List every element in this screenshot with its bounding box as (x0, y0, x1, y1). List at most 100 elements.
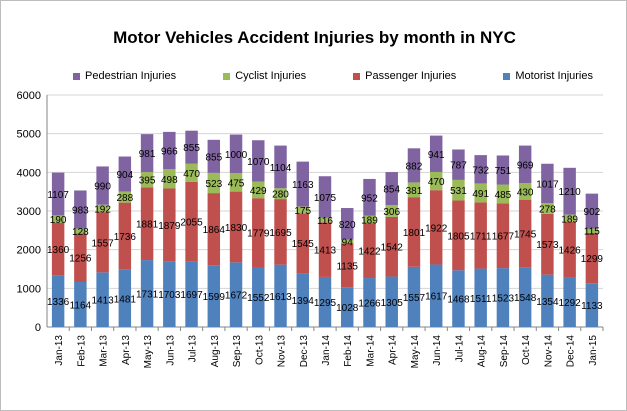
x-tick-label: Jul-14 (454, 335, 465, 363)
data-label: 1599 (203, 292, 226, 303)
data-label: 1697 (180, 290, 203, 301)
data-label: 820 (339, 220, 356, 231)
bar-segment (385, 276, 398, 327)
bar-segment (229, 191, 243, 263)
bar-segment (585, 283, 599, 327)
data-label: 1354 (536, 297, 559, 308)
bar-segment (474, 155, 487, 184)
bar-segment (385, 216, 398, 277)
data-label: 1617 (425, 292, 448, 303)
bar-segment (318, 222, 332, 277)
data-label: 1879 (158, 221, 181, 232)
data-label: 1523 (492, 294, 515, 305)
bar-segment (585, 228, 599, 233)
data-label: 2055 (180, 218, 203, 229)
data-label: 787 (450, 161, 467, 172)
bar-segment (318, 276, 332, 327)
data-label: 280 (272, 190, 289, 201)
bar-segment (407, 197, 421, 267)
bar-segment (452, 200, 465, 271)
bar-segment (274, 145, 287, 189)
bar-segment (341, 208, 354, 240)
data-label: 855 (183, 143, 200, 154)
x-tick-label: Oct-13 (254, 335, 265, 365)
legend-swatch (73, 72, 80, 80)
data-label: 523 (205, 179, 222, 190)
bar-segment (474, 183, 487, 203)
x-tick-label: Nov-14 (543, 335, 554, 368)
data-label: 941 (428, 150, 445, 161)
data-label: 1511 (470, 294, 492, 305)
bar-segment (496, 155, 510, 185)
bar-segment (429, 135, 443, 172)
data-label: 952 (361, 193, 378, 204)
bar-segment (163, 188, 176, 262)
bar-segment (118, 202, 132, 270)
data-label: 1000 (225, 150, 248, 161)
data-label: 498 (161, 175, 178, 186)
data-label: 1422 (358, 247, 381, 258)
data-label: 882 (406, 161, 423, 172)
data-label: 1548 (514, 293, 537, 304)
x-tick-label: Dec-13 (299, 335, 310, 368)
bar-segment (252, 266, 265, 327)
bar-segment (385, 205, 398, 217)
bar-segment (496, 268, 510, 327)
data-label: 1573 (536, 240, 559, 251)
data-label: 1545 (292, 239, 315, 250)
data-label: 904 (116, 170, 133, 181)
bar-segment (296, 161, 309, 207)
data-label: 470 (183, 169, 200, 180)
legend-entry: Pedestrian Injuries (73, 70, 176, 82)
bar-segment (385, 172, 398, 206)
data-label: 1394 (292, 296, 315, 307)
data-label: 288 (116, 193, 133, 204)
bar-segment (185, 163, 198, 182)
x-tick-label: Sep-13 (232, 335, 243, 368)
data-label: 1256 (69, 254, 92, 265)
bar-segment (252, 181, 265, 199)
data-label: 1711 (470, 231, 492, 242)
data-label: 115 (584, 227, 600, 238)
legend-swatch (223, 72, 231, 80)
data-label: 990 (94, 182, 111, 193)
data-label: 94 (342, 238, 354, 249)
data-label: 1672 (225, 291, 248, 302)
bar-segment (185, 261, 198, 327)
data-label: 1801 (403, 228, 426, 239)
x-tick-label: Mar-13 (99, 335, 110, 367)
legend-label: Passenger Injuries (365, 70, 457, 82)
bar-segment (318, 176, 332, 218)
data-label: 1075 (314, 193, 337, 204)
data-label: 381 (406, 186, 423, 197)
data-label: 1557 (403, 293, 426, 304)
bar-segment (118, 269, 132, 327)
bar-segment (74, 228, 87, 234)
bar-segment (318, 217, 332, 223)
data-label: 306 (383, 207, 400, 218)
data-label: 983 (72, 205, 89, 216)
y-tick-label: 4000 (17, 167, 41, 179)
bar-segment (51, 275, 65, 327)
data-label: 128 (72, 227, 89, 238)
data-label: 175 (294, 206, 311, 217)
y-tick-label: 3000 (17, 206, 41, 218)
data-label: 1305 (381, 298, 404, 309)
bar-segment (474, 268, 487, 327)
data-label: 395 (139, 176, 156, 187)
bar-segment (51, 215, 65, 223)
data-label: 1413 (314, 246, 337, 257)
bar-segment (429, 264, 443, 327)
data-label: 1163 (292, 180, 314, 191)
legend-swatch (503, 72, 511, 80)
bar-segment (541, 213, 554, 275)
y-tick-label: 0 (35, 322, 41, 334)
y-tick-label: 2000 (17, 245, 41, 257)
data-label: 1736 (114, 232, 137, 243)
bar-segment (363, 278, 376, 327)
x-tick-label: May-13 (143, 335, 154, 369)
data-label: 1413 (91, 296, 114, 307)
bar-segment (585, 193, 599, 229)
bar-segment (363, 178, 376, 216)
